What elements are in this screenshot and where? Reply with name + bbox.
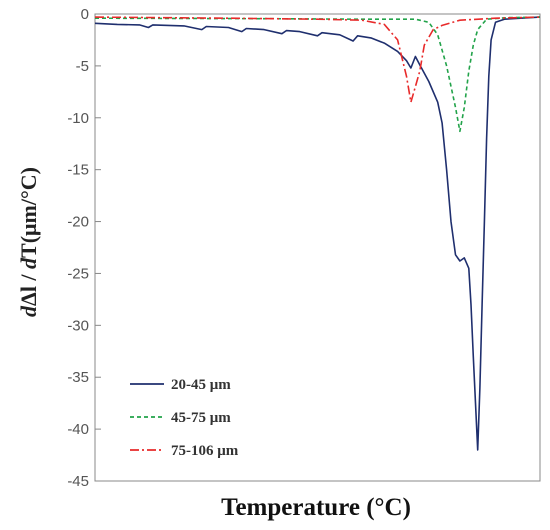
- y-tick-label: -5: [76, 58, 89, 75]
- series-line-0: [94, 16, 541, 451]
- y-tick-label: -25: [67, 265, 89, 282]
- series-lines: [94, 16, 541, 451]
- y-tick-label: -15: [67, 162, 89, 179]
- y-axis-label: dΔl / dT(μm/°C): [16, 167, 41, 317]
- x-axis-label: Temperature (°C): [221, 494, 411, 521]
- plot-frame: [94, 13, 541, 482]
- series-line-1: [94, 16, 541, 133]
- series-line-2: [94, 16, 541, 103]
- legend-label: 75-106 μm: [171, 443, 239, 459]
- y-tick-label: -10: [67, 110, 89, 127]
- legend-label: 45-75 μm: [171, 410, 231, 426]
- y-tick-label: 0: [81, 6, 89, 23]
- y-tick-label: -30: [67, 317, 89, 334]
- y-axis-ticks: 0 -5 -10 -15 -20 -25 -30 -35 -40 -45: [67, 6, 101, 490]
- y-tick-label: -45: [67, 473, 89, 490]
- legend: 20-45 μm 45-75 μm 75-106 μm: [130, 377, 239, 459]
- y-tick-label: -40: [67, 421, 89, 438]
- y-tick-label: -35: [67, 369, 89, 386]
- legend-label: 20-45 μm: [171, 377, 231, 393]
- y-tick-label: -20: [67, 214, 89, 231]
